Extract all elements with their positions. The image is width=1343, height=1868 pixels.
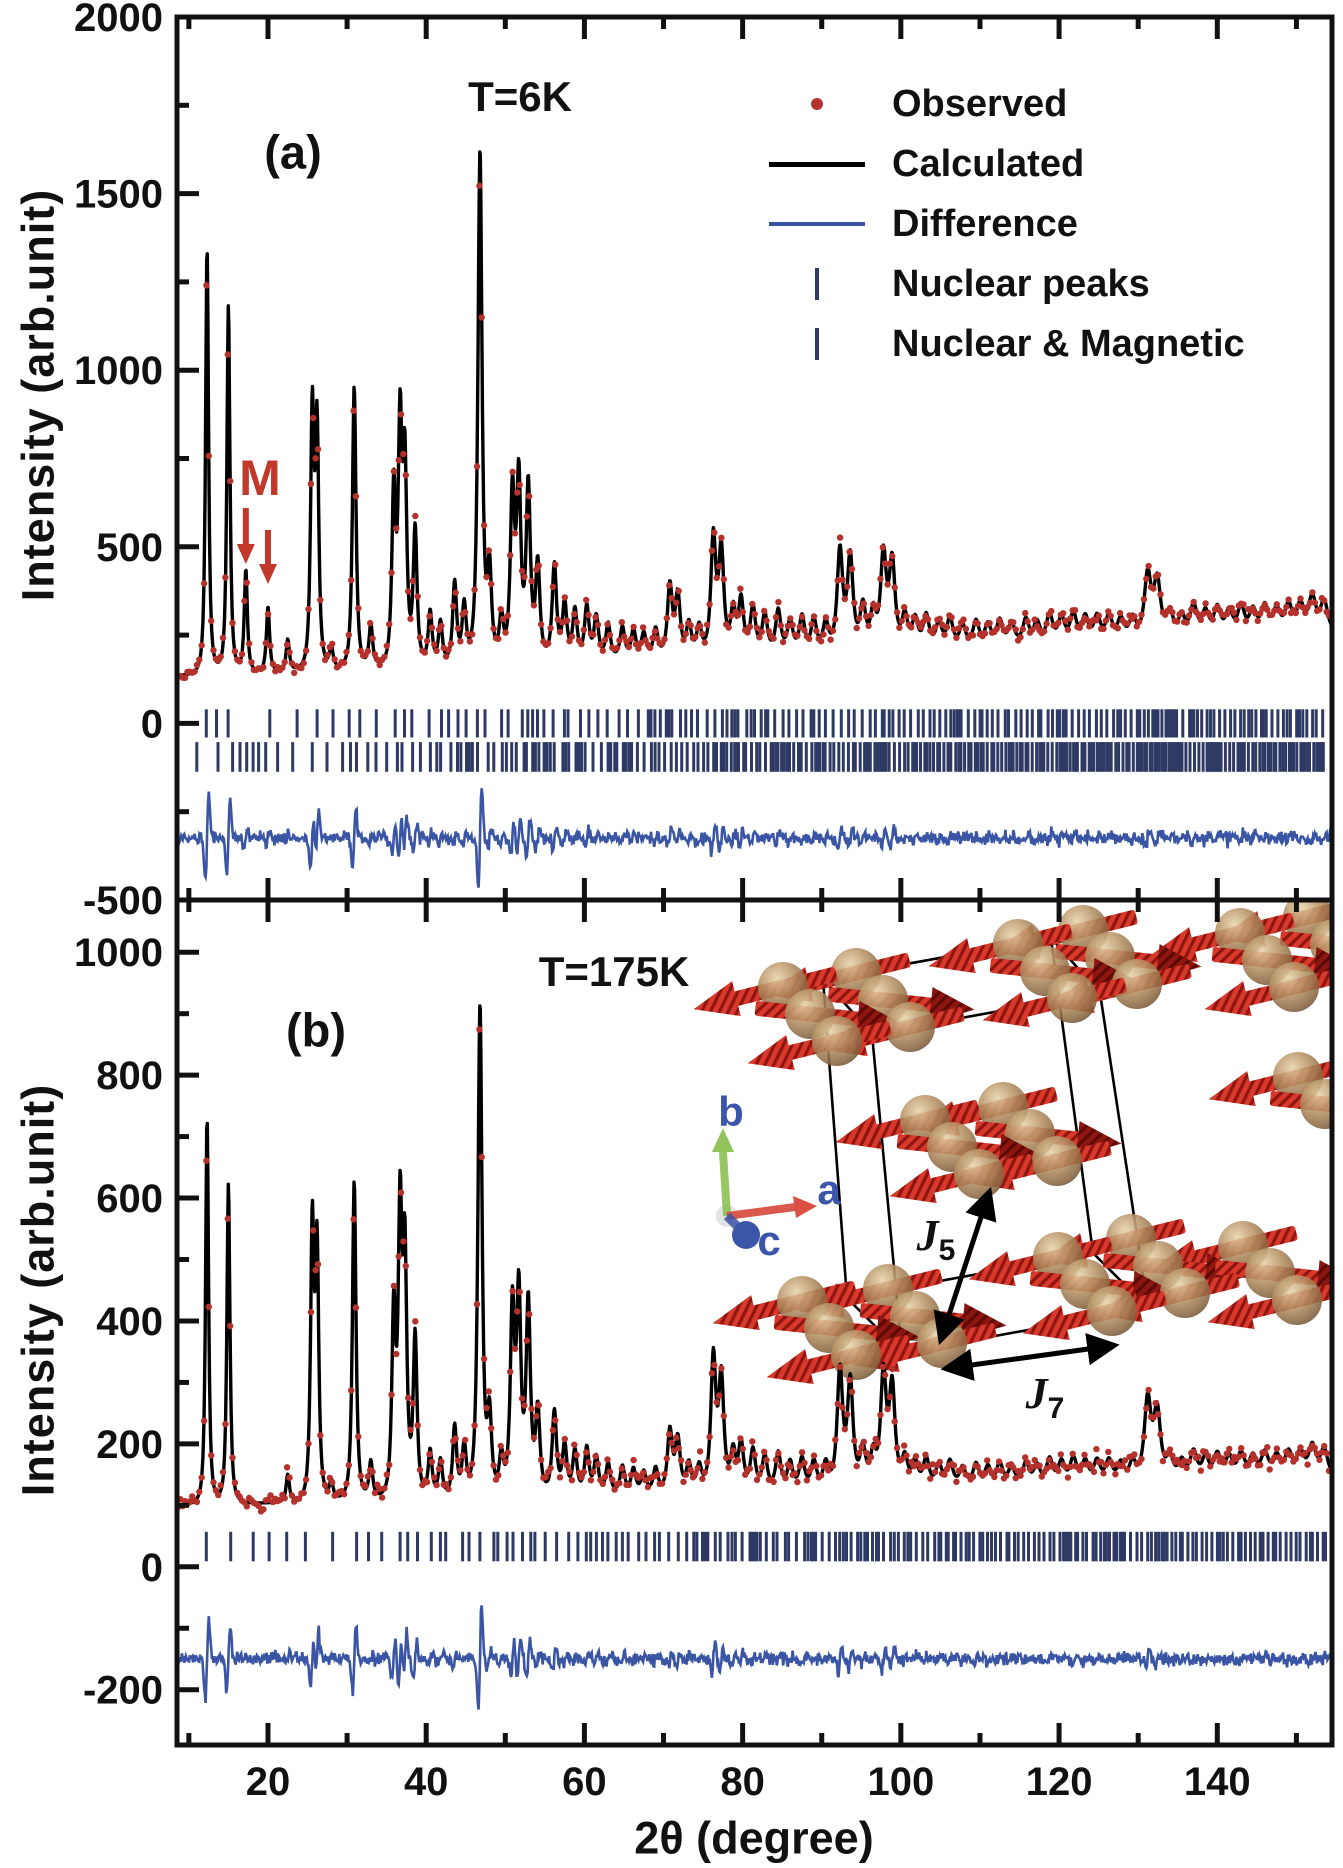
y-tick-label-b: -200: [83, 1669, 163, 1713]
legend-item-observed: Observed: [742, 74, 1245, 134]
a-axis-arrow: [793, 1196, 817, 1218]
observed-dot-icon: [811, 98, 823, 110]
bragg-tick-icon: [815, 328, 819, 360]
panel-frames: [174, 14, 1335, 1748]
panel-a-temperature: T=6K: [468, 73, 572, 120]
j5-coupling-label: J5: [916, 1211, 956, 1267]
magnetic-structure-inset: [693, 902, 1330, 1385]
y-tick-label-b: 400: [96, 1300, 163, 1344]
atom-sphere: [1300, 1079, 1330, 1129]
y-tick-label-a: 1500: [74, 173, 163, 217]
atom-sphere: [1112, 959, 1162, 1009]
j5-arrow: [933, 1186, 997, 1346]
calculated-line-icon: [769, 161, 865, 167]
atom-sphere: [1047, 973, 1097, 1023]
exchange-coupling-arrows: [933, 1186, 1120, 1381]
x-tick-label: 20: [246, 1760, 291, 1804]
legend: Observed Calculated Difference Nuclear p…: [742, 74, 1245, 374]
difference-curve: [179, 788, 1330, 888]
magnetic-moment-atom: [1279, 931, 1330, 957]
b-axis-arrow: [712, 1128, 734, 1152]
x-tick-label: 40: [404, 1760, 449, 1804]
y-tick-label-b: 200: [96, 1423, 163, 1467]
difference-curve: [179, 1605, 1330, 1710]
y-tick-label-a: 500: [96, 526, 163, 570]
atom-sphere: [954, 1149, 1004, 1199]
inset-axis-b-label: b: [718, 1088, 744, 1135]
legend-item-nuclear-peaks: Nuclear peaks: [742, 254, 1245, 314]
y-tick-label-b: 1000: [74, 931, 163, 975]
y-tick-label-a: 1000: [74, 349, 163, 393]
legend-label: Nuclear peaks: [892, 262, 1150, 305]
legend-label: Calculated: [892, 142, 1085, 185]
atom-sphere: [885, 1002, 935, 1052]
y-tick-label-b: 0: [141, 1546, 163, 1590]
panel-a-label: (a): [264, 125, 322, 179]
y-tick-label-a: 0: [141, 702, 163, 746]
legend-label: Nuclear & Magnetic: [892, 322, 1245, 365]
legend-label: Difference: [892, 202, 1078, 245]
bragg-tick-icon: [815, 268, 819, 300]
atom-sphere: [831, 1330, 881, 1380]
panel-b-temperature: T=175K: [538, 948, 690, 995]
y-tick-label-b: 800: [96, 1054, 163, 1098]
atom-sphere: [1087, 1286, 1137, 1336]
panel-b-label: (b): [285, 1003, 347, 1057]
atom-sphere: [1032, 1136, 1082, 1186]
y-tick-label-a: 2000: [74, 0, 163, 40]
y-tick-label-b: 600: [96, 1177, 163, 1221]
observed-points: [179, 1026, 1330, 1515]
bragg-tick-row-nuclear: [204, 709, 1325, 738]
panel-b-frame: [174, 897, 1335, 1748]
atom-sphere: [917, 1318, 967, 1368]
magnetic-peak-marker: M: [239, 450, 281, 506]
tick-labels: 20 40 60 80 100 120 1402000150010005000-500100…: [74, 0, 1251, 1804]
legend-item-nuclear-magnetic: Nuclear & Magnetic: [742, 314, 1245, 374]
x-tick-label: 120: [1026, 1760, 1093, 1804]
crystal-axes-triad: [712, 1128, 817, 1249]
y-axis-title-panel-b: Intensity (arb.unit): [12, 1083, 64, 1497]
inset-axis-c-label: c: [757, 1217, 781, 1264]
j7-arrow: [940, 1333, 1120, 1381]
magnetic-peak-arrows: [236, 508, 277, 584]
atom-sphere: [1160, 1268, 1210, 1318]
j7-coupling-label: J7: [1025, 1369, 1065, 1425]
x-tick-label: 100: [868, 1760, 935, 1804]
difference-line-icon: [769, 222, 865, 226]
legend-item-calculated: Calculated: [742, 134, 1245, 194]
x-tick-label: 80: [720, 1760, 765, 1804]
c-axis-ball: [732, 1221, 760, 1249]
observed-points: [179, 182, 1330, 681]
x-tick-label: 140: [1184, 1760, 1251, 1804]
atom-sphere: [1272, 1275, 1322, 1325]
legend-label: Observed: [892, 82, 1068, 125]
y-tick-label-a: -500: [83, 879, 163, 923]
atom-sphere: [812, 1016, 862, 1066]
legend-item-difference: Difference: [742, 194, 1245, 254]
y-axis-title-panel-a: Intensity (arb.unit): [12, 188, 64, 602]
inset-axis-a-label: a: [817, 1166, 841, 1213]
bragg-tick-row-nuclear-magnetic: [195, 742, 1325, 772]
bragg-tick-row-nuclear: [204, 1531, 1327, 1562]
atom-sphere: [1269, 962, 1319, 1012]
x-tick-label: 60: [562, 1760, 607, 1804]
x-axis-title: 2θ (degree): [634, 1812, 874, 1864]
